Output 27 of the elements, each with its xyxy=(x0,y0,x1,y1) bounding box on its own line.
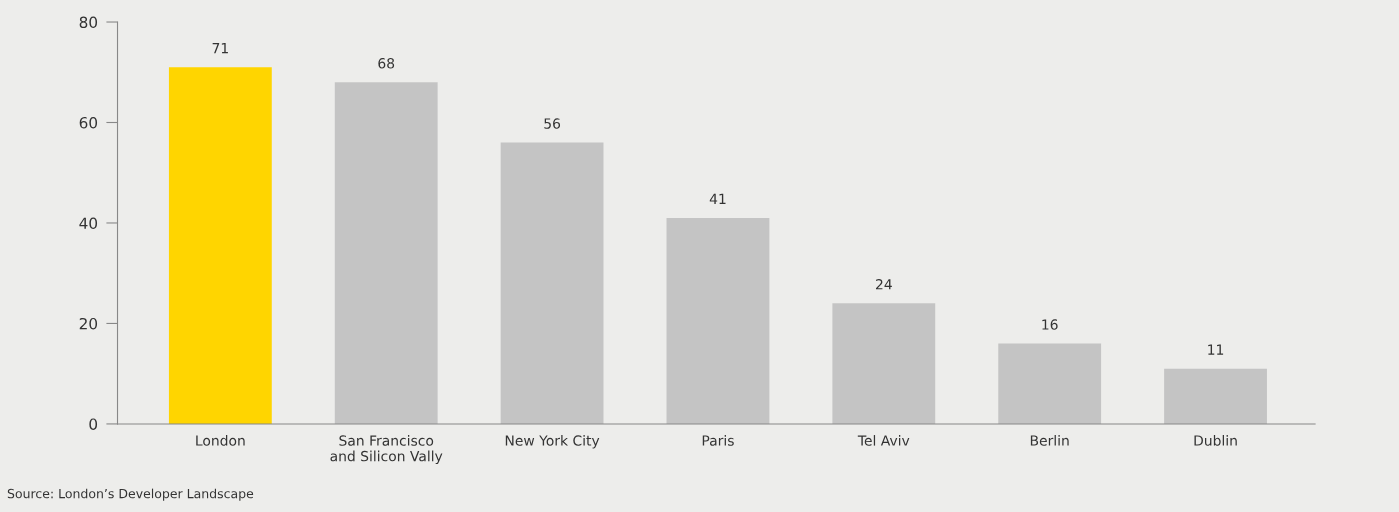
y-tick-label: 80 xyxy=(79,16,98,29)
x-tick-label: Dublin xyxy=(1194,435,1237,446)
data-label: 56 xyxy=(544,118,561,129)
bar xyxy=(168,67,272,424)
bar xyxy=(334,82,438,424)
x-tick-label: London xyxy=(196,435,245,446)
y-tick-label: 0 xyxy=(89,418,98,430)
x-tick-label: Paris xyxy=(702,435,734,446)
data-label: 68 xyxy=(378,58,395,69)
data-label: 16 xyxy=(1042,319,1058,330)
data-label: 24 xyxy=(875,279,892,290)
x-tick-label: New York City xyxy=(505,435,600,449)
bar xyxy=(998,343,1102,424)
bar xyxy=(1164,368,1267,424)
data-label: 11 xyxy=(1208,344,1224,355)
data-label: 41 xyxy=(709,193,726,204)
bar xyxy=(832,303,936,424)
x-tick-label: San Francisco and Silicon Vally xyxy=(330,435,443,465)
data-label: 71 xyxy=(212,43,228,54)
x-tick-label: Berlin xyxy=(1030,435,1069,446)
y-tick-label: 40 xyxy=(79,217,98,229)
bar xyxy=(500,142,604,424)
bar xyxy=(666,217,770,424)
y-tick-label: 60 xyxy=(79,116,98,129)
y-tick-label: 20 xyxy=(79,317,98,330)
source-note: Source: London’s Developer Landscape xyxy=(7,488,254,501)
x-tick-label: Tel Aviv xyxy=(857,435,910,446)
